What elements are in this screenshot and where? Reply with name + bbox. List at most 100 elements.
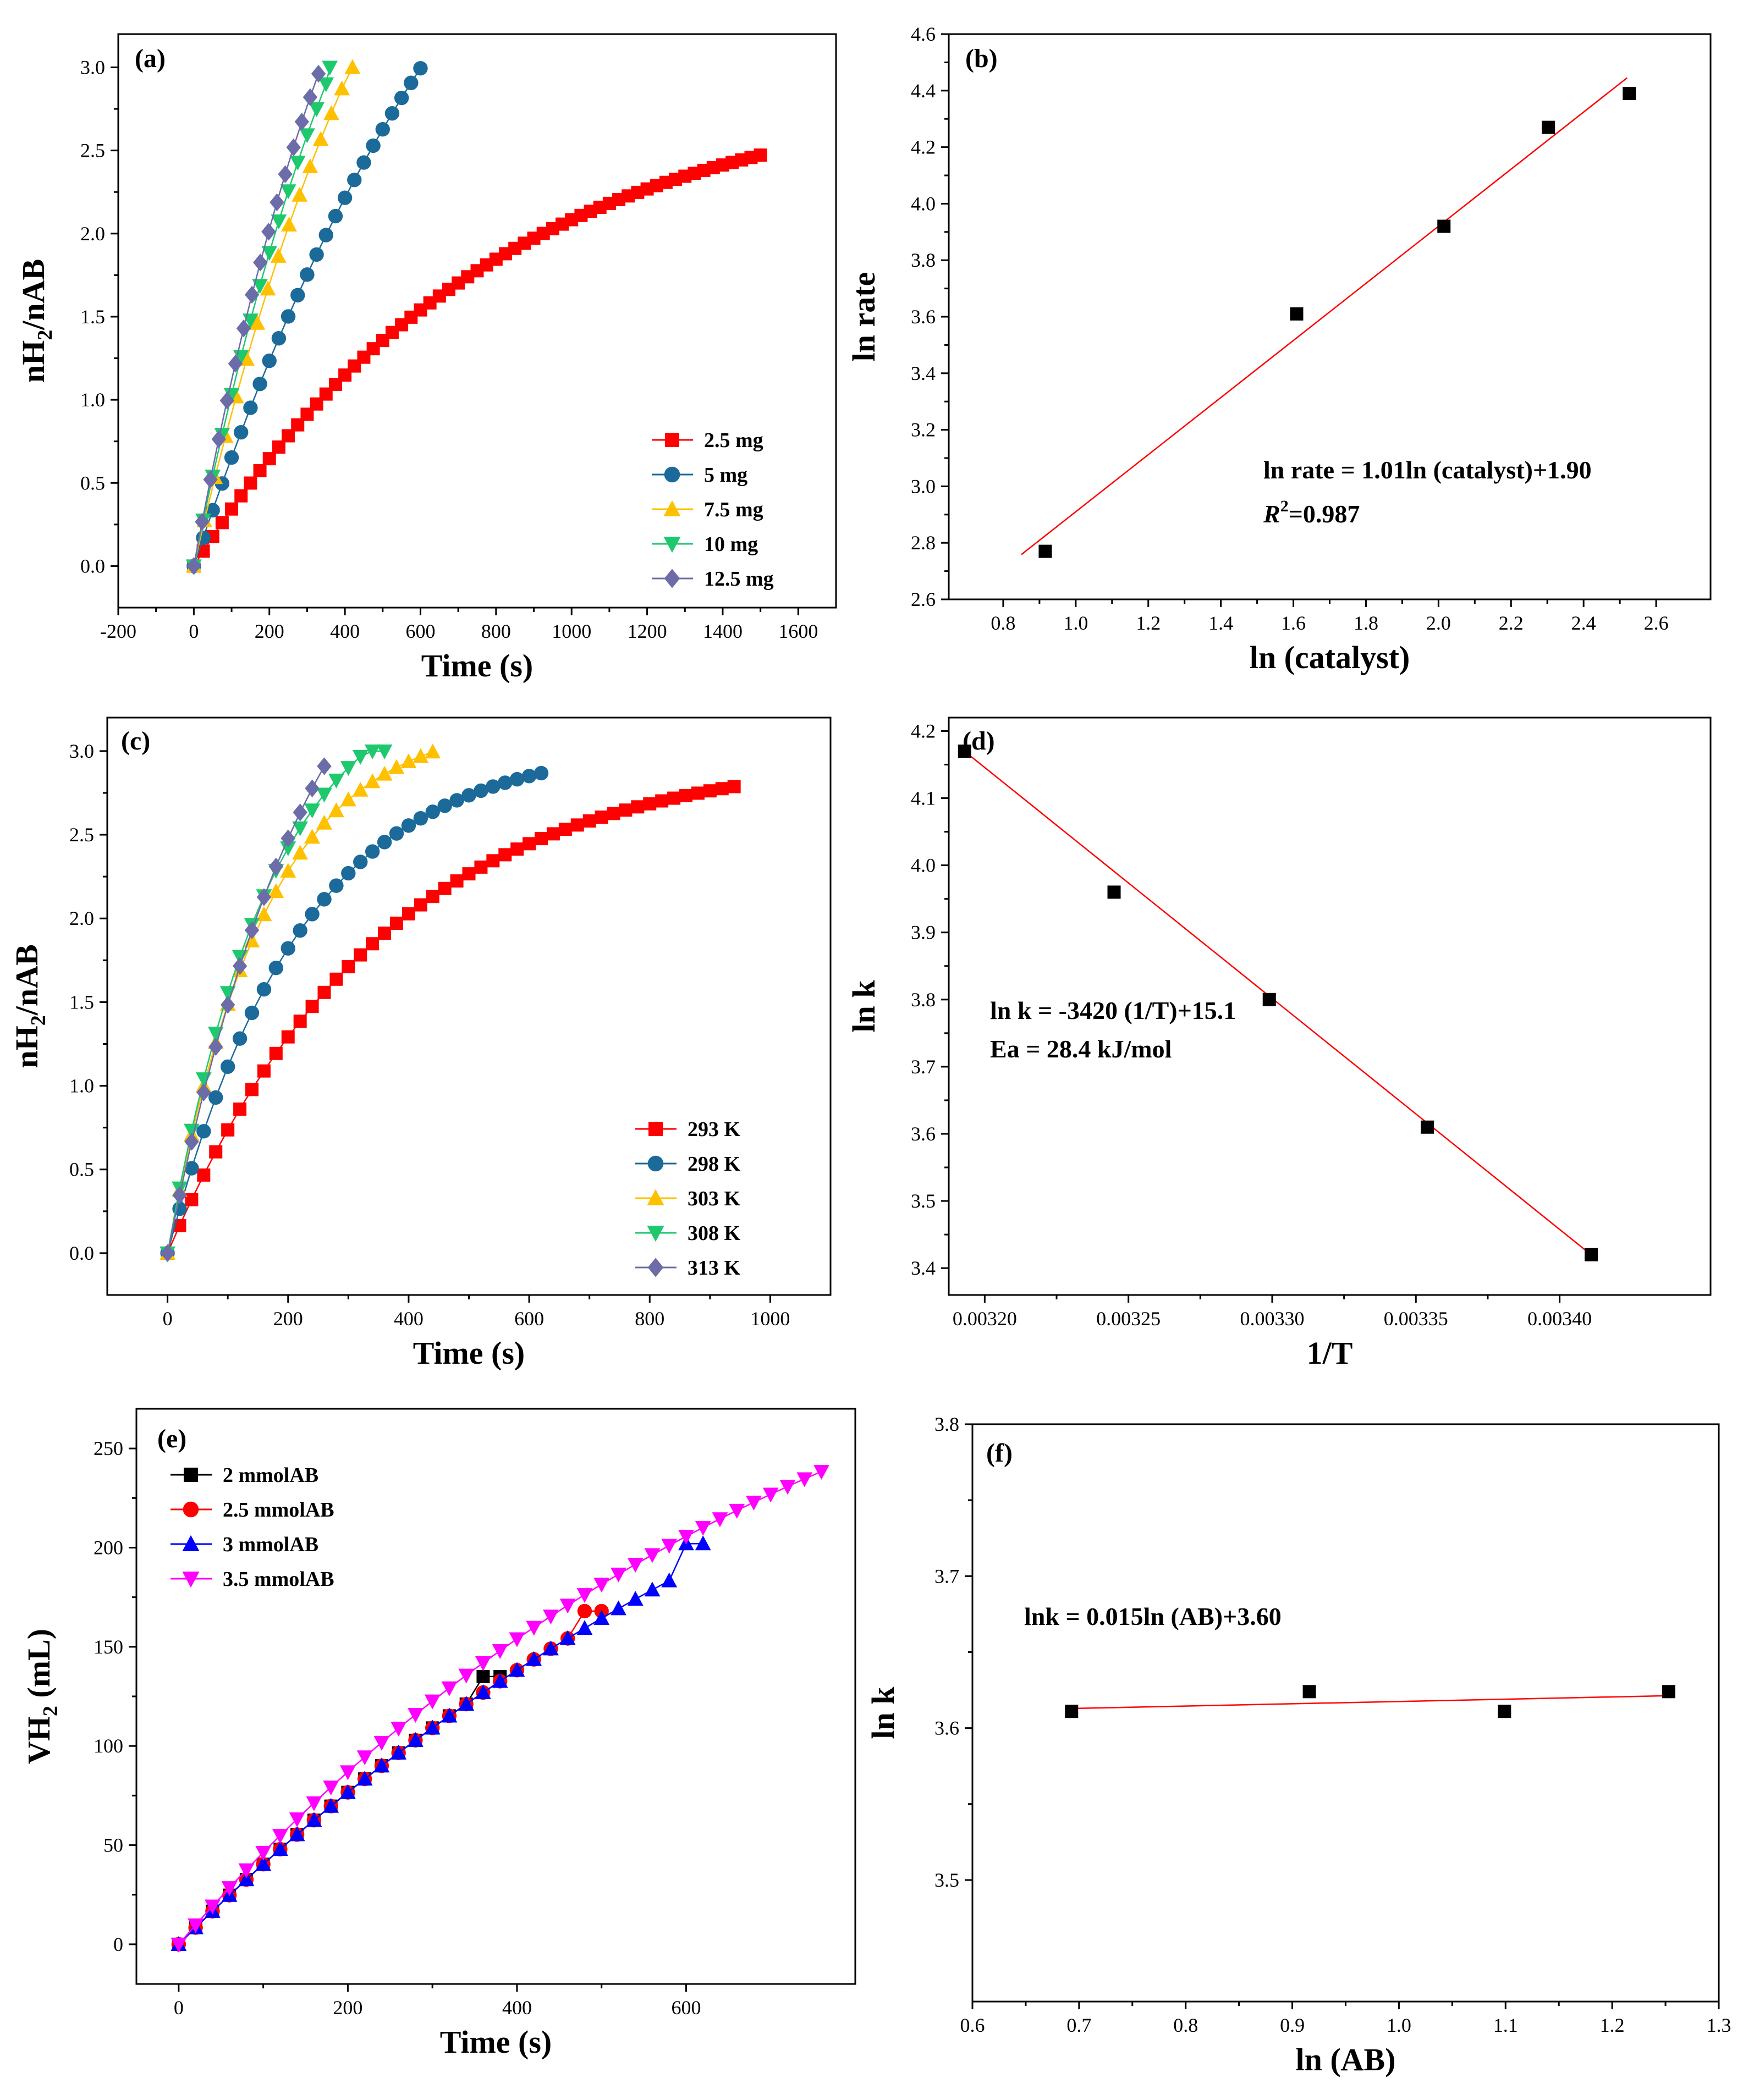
data-point: [245, 1083, 259, 1096]
legend-label: 298 K: [688, 1153, 741, 1176]
data-point: [289, 156, 306, 171]
x-tick-label: 0: [163, 1308, 173, 1330]
legend-marker: [182, 1535, 200, 1551]
data-point: [270, 247, 287, 263]
data-point: [474, 783, 488, 798]
series-line: [167, 772, 542, 1254]
data-point: [611, 1567, 626, 1583]
data-point: [244, 285, 260, 304]
data-point: [196, 1124, 211, 1139]
data-point: [269, 1046, 283, 1060]
data-point: [475, 1684, 491, 1700]
data-point: [1623, 86, 1636, 100]
data-point: [208, 1090, 223, 1105]
data-point: [510, 842, 524, 856]
data-point: [293, 803, 307, 822]
data-point: [337, 190, 353, 205]
data-point: [1662, 1685, 1675, 1699]
x-tick-label: -200: [100, 620, 136, 642]
legend-marker: [663, 537, 681, 553]
y-tick-label: 150: [94, 1636, 123, 1658]
data-point: [644, 1548, 661, 1563]
data-point: [256, 982, 272, 997]
x-tick-label: 2.2: [1499, 612, 1524, 634]
data-point: [334, 80, 350, 96]
data-point: [300, 267, 315, 282]
y-tick-label: 0.0: [80, 555, 105, 577]
series-313-k: [160, 757, 332, 1263]
series-3-mmolab: [171, 1535, 711, 1951]
data-point: [280, 863, 296, 878]
data-point: [450, 874, 464, 888]
data-point: [526, 1621, 542, 1636]
legend-marker: [664, 569, 680, 588]
data-point: [356, 1750, 373, 1766]
x-tick-label: 1.2: [1136, 612, 1161, 634]
data-point: [281, 829, 295, 847]
data-point: [215, 516, 229, 530]
plot-frame: [135, 1408, 856, 1985]
data-point: [306, 1812, 322, 1827]
data-point: [323, 1798, 339, 1813]
data-point: [318, 228, 333, 242]
data-point: [375, 122, 390, 137]
y-tick-label: 250: [94, 1437, 123, 1459]
legend-marker: [183, 1501, 199, 1518]
data-point: [543, 1640, 559, 1656]
plot-frame: [971, 1423, 1720, 2003]
series-2.5-mg: [187, 148, 767, 573]
data-point: [244, 1005, 260, 1021]
data-point: [238, 1863, 255, 1878]
data-point: [268, 961, 284, 975]
data-point: [262, 452, 276, 466]
data-point: [347, 172, 362, 188]
series-7.5-mg: [185, 59, 361, 573]
y-tick-label: 1.0: [69, 1075, 94, 1097]
data-point: [299, 128, 315, 144]
data-point: [1437, 219, 1451, 233]
data-point: [249, 315, 266, 330]
data-point: [570, 818, 584, 832]
data-point: [195, 512, 210, 531]
data-point: [413, 60, 428, 76]
legend-label: 5 mg: [704, 464, 747, 487]
data-point: [426, 890, 439, 903]
x-tick-label: 1.0: [1387, 2014, 1411, 2036]
data-point: [294, 113, 310, 131]
data-point: [712, 1512, 728, 1528]
fit-equation: ln k = -3420 (1/T)+15.1: [990, 996, 1236, 1024]
y-tick-label: 0.0: [69, 1242, 94, 1264]
data-point: [292, 845, 309, 860]
data-point: [391, 1744, 407, 1760]
data-point: [425, 804, 440, 819]
data-point: [340, 1784, 356, 1799]
x-tick-label: 200: [255, 620, 284, 642]
r-squared: R2=0.987: [1263, 497, 1360, 528]
data-point: [172, 1186, 187, 1204]
y-axis-title: ln rate: [846, 272, 882, 362]
data-point: [234, 425, 249, 440]
panel-label: (a): [135, 44, 166, 73]
data-point: [413, 811, 428, 826]
x-axis-title: ln (catalyst): [1250, 640, 1410, 675]
data-point: [221, 1123, 235, 1137]
data-point: [340, 1765, 356, 1781]
legend: 293 K 298 K 303 K 308 K 313 K: [635, 1118, 741, 1280]
data-point: [644, 1581, 661, 1597]
data-point: [268, 883, 284, 899]
data-point: [543, 1610, 559, 1625]
data-point: [304, 829, 320, 844]
data-point: [627, 1557, 644, 1573]
fit-line: [1071, 1695, 1669, 1710]
y-tick-label: 3.6: [934, 1717, 959, 1739]
legend-label: 303 K: [688, 1187, 741, 1210]
data-point: [611, 1600, 626, 1616]
legend-label: 293 K: [688, 1118, 741, 1141]
data-point: [384, 106, 400, 121]
data-point: [378, 927, 392, 940]
data-point: [303, 88, 318, 106]
chart-c: 0 200 400 600 800 1000 0.0 0.5 1.0 1.5 2.0 2.5 3.0 Ti…: [9, 716, 832, 1371]
data-point: [474, 860, 488, 874]
data-point: [253, 464, 267, 477]
